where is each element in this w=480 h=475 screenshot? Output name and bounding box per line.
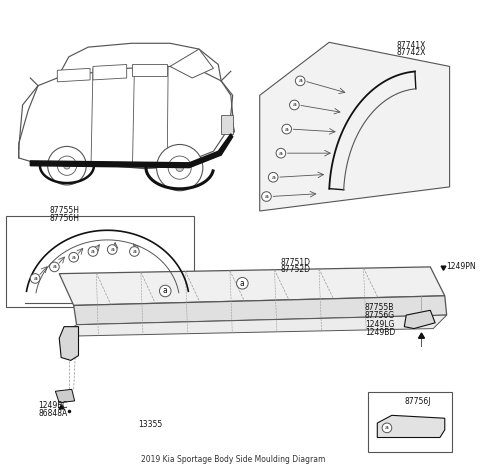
Polygon shape — [59, 327, 79, 361]
Circle shape — [262, 192, 271, 201]
Text: 13355: 13355 — [139, 420, 163, 429]
Circle shape — [268, 172, 278, 182]
Polygon shape — [404, 310, 435, 329]
Circle shape — [282, 124, 291, 134]
Circle shape — [130, 247, 139, 256]
Polygon shape — [57, 68, 90, 82]
Circle shape — [289, 100, 299, 110]
Polygon shape — [170, 49, 214, 78]
Text: 87751D: 87751D — [280, 257, 311, 266]
Text: a: a — [240, 279, 245, 288]
Circle shape — [276, 148, 286, 158]
Text: a: a — [292, 103, 296, 107]
Text: 1249PN: 1249PN — [447, 262, 476, 271]
Polygon shape — [93, 65, 127, 80]
Circle shape — [237, 277, 248, 289]
Text: 87756G: 87756G — [365, 311, 395, 320]
Polygon shape — [55, 390, 75, 403]
Text: a: a — [52, 265, 56, 269]
Polygon shape — [132, 65, 167, 76]
Circle shape — [63, 162, 70, 169]
Text: 87741X: 87741X — [396, 41, 426, 50]
Circle shape — [69, 252, 79, 262]
Text: 1249BC: 1249BC — [38, 401, 68, 410]
Polygon shape — [61, 315, 447, 336]
Text: 87756J: 87756J — [405, 398, 431, 406]
Polygon shape — [260, 42, 450, 211]
Text: 87742X: 87742X — [396, 48, 426, 57]
Polygon shape — [377, 415, 445, 437]
Text: a: a — [72, 255, 76, 260]
Circle shape — [295, 76, 305, 86]
Circle shape — [159, 285, 171, 297]
Text: a: a — [271, 175, 275, 180]
Text: a: a — [298, 78, 302, 84]
Text: a: a — [279, 151, 283, 156]
Circle shape — [30, 274, 40, 283]
Bar — [221, 114, 233, 134]
Circle shape — [156, 144, 203, 191]
Circle shape — [108, 245, 117, 255]
Text: 2019 Kia Sportage Body Side Moulding Diagram: 2019 Kia Sportage Body Side Moulding Dia… — [141, 455, 325, 464]
Text: 87755H: 87755H — [49, 207, 79, 216]
Bar — [6, 216, 194, 307]
Circle shape — [382, 423, 392, 433]
Text: a: a — [385, 426, 389, 430]
Text: a: a — [33, 276, 37, 281]
Circle shape — [88, 247, 98, 256]
Circle shape — [176, 164, 183, 171]
Text: 87752D: 87752D — [280, 266, 311, 274]
Text: a: a — [132, 249, 136, 254]
Text: 1249LG: 1249LG — [365, 320, 394, 329]
Polygon shape — [30, 134, 233, 168]
Circle shape — [168, 156, 191, 179]
Circle shape — [49, 262, 59, 272]
Text: a: a — [285, 126, 288, 132]
Text: 1249BD: 1249BD — [365, 328, 395, 337]
Polygon shape — [73, 296, 447, 325]
Text: a: a — [264, 194, 268, 199]
Text: 86848A: 86848A — [38, 409, 67, 418]
Bar — [368, 392, 453, 452]
Text: a: a — [163, 286, 168, 295]
Circle shape — [48, 146, 86, 185]
Text: a: a — [91, 249, 95, 254]
Text: 87755B: 87755B — [365, 303, 394, 312]
Polygon shape — [59, 267, 445, 305]
Circle shape — [57, 156, 77, 175]
Text: 87756H: 87756H — [49, 214, 79, 223]
Text: a: a — [110, 247, 114, 252]
